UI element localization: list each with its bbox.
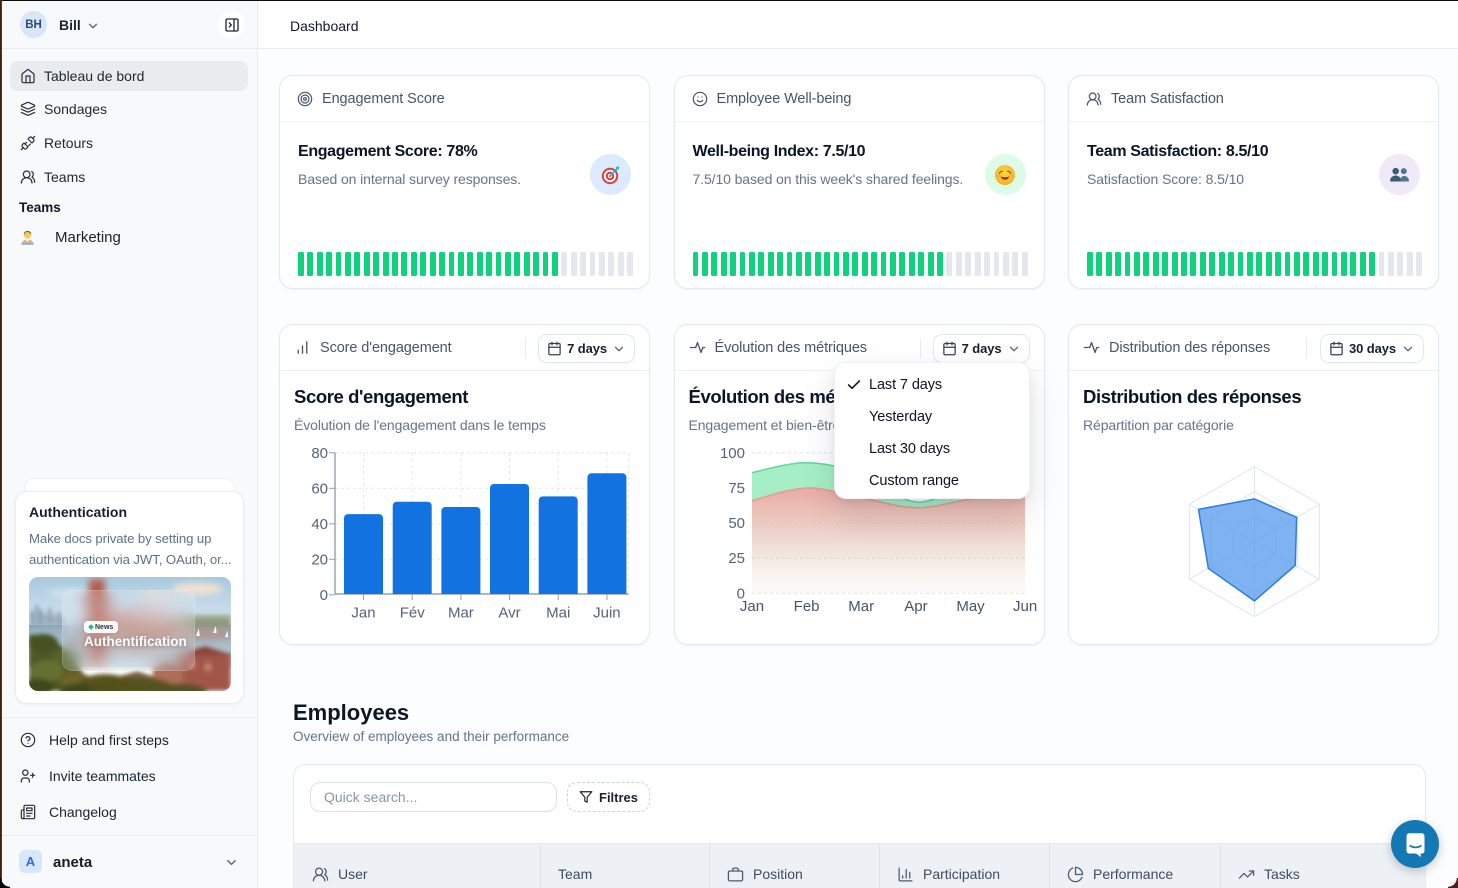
svg-text:May: May <box>956 598 985 615</box>
svg-text:Jun: Jun <box>1013 598 1037 615</box>
svg-text:0: 0 <box>736 585 744 602</box>
svg-text:25: 25 <box>728 550 745 567</box>
svg-text:100: 100 <box>719 445 744 462</box>
svg-text:Mai: Mai <box>546 605 570 622</box>
svg-text:Feb: Feb <box>793 598 819 615</box>
svg-text:Jan: Jan <box>351 605 375 622</box>
svg-text:Mar: Mar <box>448 605 474 622</box>
svg-text:Mar: Mar <box>848 598 874 615</box>
svg-text:80: 80 <box>311 445 328 462</box>
svg-text:50: 50 <box>728 515 745 532</box>
svg-text:Apr: Apr <box>904 598 927 615</box>
svg-text:75: 75 <box>728 480 745 497</box>
svg-text:Fév: Fév <box>400 605 426 622</box>
svg-text:Jan: Jan <box>739 598 763 615</box>
svg-text:0: 0 <box>320 587 328 604</box>
svg-text:20: 20 <box>311 551 328 568</box>
svg-text:Juin: Juin <box>593 605 621 622</box>
svg-text:Avr: Avr <box>498 605 520 622</box>
svg-text:40: 40 <box>311 516 328 533</box>
svg-text:60: 60 <box>311 480 328 497</box>
